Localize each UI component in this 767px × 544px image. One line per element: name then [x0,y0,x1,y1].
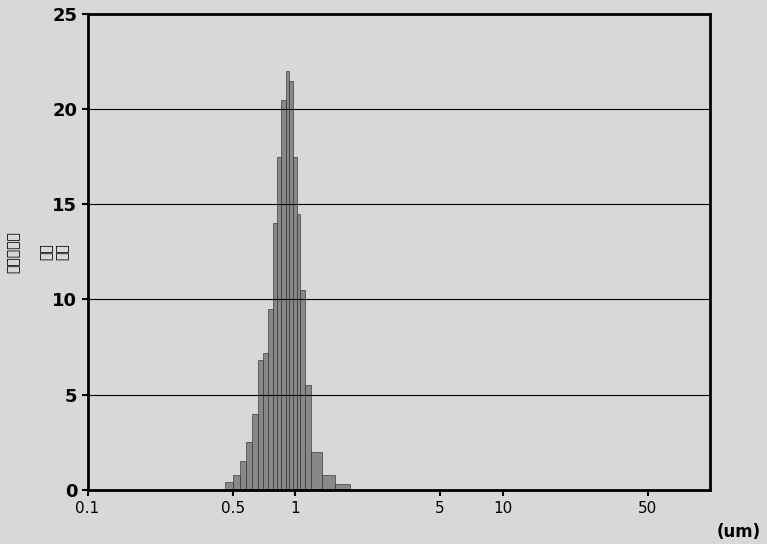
Bar [263,353,268,490]
Bar [272,223,277,490]
Bar [322,474,334,490]
Bar [268,309,272,490]
Y-axis label: 頻度（％）

頻度
頻繁: 頻度（％） 頻度 頻繁 [7,231,70,273]
Bar [258,360,263,490]
Bar [311,452,322,490]
Bar [289,81,293,490]
Bar [285,71,289,490]
Bar [297,214,300,490]
Text: (um): (um) [716,523,760,541]
Bar [334,484,351,490]
Bar [305,385,311,490]
Bar [246,442,252,490]
Bar [252,413,258,490]
Bar [232,474,239,490]
Bar [293,157,297,490]
Bar [239,461,246,490]
Bar [225,482,232,490]
Bar [300,290,305,490]
Bar [277,157,281,490]
Bar [281,100,285,490]
